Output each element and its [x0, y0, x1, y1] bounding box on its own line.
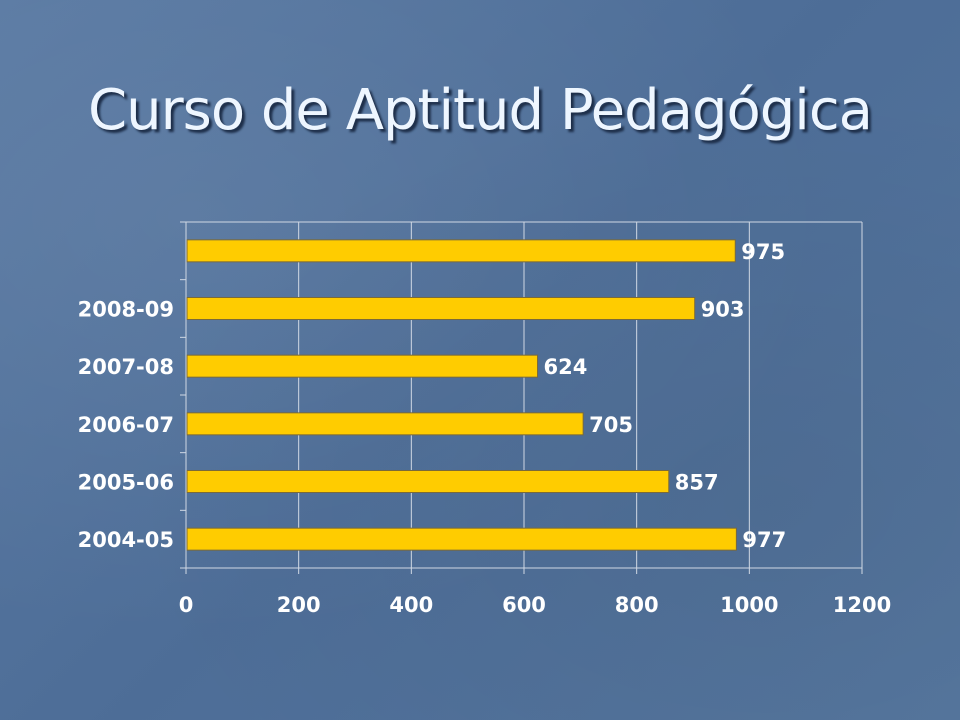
bar	[186, 527, 737, 551]
x-tick-label: 800	[615, 593, 659, 617]
bar	[186, 354, 539, 378]
data-label: 977	[742, 528, 786, 552]
labels: 0 200 400 600 800 1000 1200 977 2004-05 857 2005-0…	[78, 240, 892, 617]
bar	[186, 239, 736, 263]
y-category-label: 2005-06	[78, 471, 174, 495]
gridlines	[186, 221, 863, 568]
y-category-label: 2006-07	[78, 413, 174, 437]
bar	[186, 412, 584, 436]
data-label: 705	[589, 413, 633, 437]
x-tick-label: 200	[277, 593, 321, 617]
data-label: 903	[701, 298, 745, 322]
x-tick-label: 1000	[720, 593, 778, 617]
axes	[180, 221, 863, 574]
bars	[186, 239, 737, 551]
y-category-label: 2007-08	[78, 355, 174, 379]
y-category-label: 2004-05	[78, 528, 174, 552]
slide-title: Curso de Aptitud Pedagógica	[88, 78, 873, 143]
bar	[186, 470, 670, 493]
y-category-label: 2008-09	[78, 298, 174, 322]
data-label: 624	[544, 355, 588, 379]
x-tick-label: 1200	[833, 593, 891, 617]
x-tick-label: 400	[389, 593, 433, 617]
x-tick-label: 600	[502, 593, 546, 617]
bar	[186, 297, 696, 320]
data-label: 975	[741, 240, 785, 264]
x-tick-label: 0	[179, 593, 194, 617]
data-label: 857	[675, 471, 719, 495]
